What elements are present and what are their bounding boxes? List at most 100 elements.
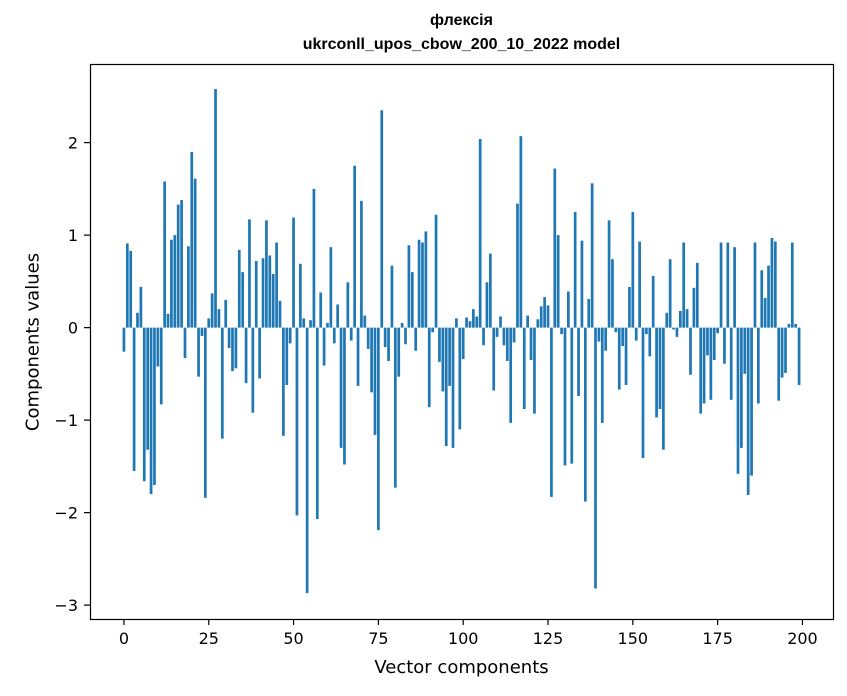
bar-177 bbox=[723, 327, 726, 364]
chart-subtitle: ukrconll_upos_cbow_200_10_2022 model bbox=[302, 36, 621, 53]
bar-44 bbox=[271, 273, 275, 328]
bar-121 bbox=[533, 327, 536, 414]
bar-99 bbox=[458, 327, 462, 430]
bar-45 bbox=[275, 242, 278, 328]
y-tick-label-5: 2 bbox=[68, 134, 78, 153]
bar-75 bbox=[377, 327, 380, 531]
bar-25 bbox=[207, 318, 211, 328]
bar-158 bbox=[658, 327, 662, 410]
bar-15 bbox=[173, 235, 177, 328]
bar-11 bbox=[159, 327, 163, 405]
bar-6 bbox=[142, 327, 146, 482]
bar-4 bbox=[136, 312, 139, 328]
bar-129 bbox=[560, 327, 563, 335]
x-tick-label-75: 75 bbox=[368, 629, 388, 648]
bar-116 bbox=[516, 203, 519, 328]
bar-60 bbox=[326, 323, 329, 328]
bar-155 bbox=[648, 327, 652, 357]
bar-57 bbox=[315, 327, 319, 520]
bar-59 bbox=[322, 327, 326, 366]
bar-8 bbox=[149, 327, 153, 495]
bar-93 bbox=[438, 327, 441, 362]
bar-94 bbox=[441, 327, 445, 392]
bar-168 bbox=[692, 287, 696, 328]
bar-92 bbox=[434, 214, 438, 328]
bar-176 bbox=[719, 242, 723, 328]
bar-143 bbox=[607, 220, 611, 328]
bar-133 bbox=[573, 212, 577, 328]
bar-188 bbox=[760, 270, 764, 328]
bar-175 bbox=[716, 327, 719, 334]
bar-13 bbox=[166, 313, 170, 328]
bar-51 bbox=[295, 327, 299, 516]
x-axis-ticks: 0 25 50 75 100 125 150 175 200 bbox=[119, 619, 818, 648]
bar-19 bbox=[187, 246, 190, 328]
bar-31 bbox=[227, 327, 231, 348]
bar-194 bbox=[780, 327, 784, 378]
bar-79 bbox=[390, 265, 394, 328]
bar-82 bbox=[400, 323, 404, 328]
bar-153 bbox=[641, 327, 645, 459]
bar-78 bbox=[387, 327, 390, 361]
bar-98 bbox=[455, 318, 458, 328]
bar-5 bbox=[139, 286, 143, 328]
bar-80 bbox=[393, 327, 397, 488]
bar-181 bbox=[736, 327, 740, 474]
bar-2 bbox=[129, 250, 133, 328]
bar-109 bbox=[492, 327, 496, 391]
bar-118 bbox=[522, 327, 526, 410]
bar-112 bbox=[502, 327, 506, 346]
bar-171 bbox=[702, 327, 706, 404]
x-tick-label-0: 0 bbox=[119, 629, 129, 648]
bar-160 bbox=[665, 312, 669, 328]
bar-72 bbox=[366, 327, 370, 349]
bar-125 bbox=[546, 305, 550, 328]
bar-192 bbox=[773, 241, 777, 328]
y-tick-label-0: −3 bbox=[54, 596, 78, 615]
bar-193 bbox=[777, 327, 781, 401]
bar-131 bbox=[567, 291, 570, 328]
bar-84 bbox=[407, 245, 411, 328]
bar-110 bbox=[495, 327, 499, 337]
bar-40 bbox=[258, 327, 261, 379]
bar-166 bbox=[685, 309, 689, 328]
y-axis-ticks: −3 −2 −1 0 1 2 bbox=[54, 134, 90, 615]
y-tick-label-1: −2 bbox=[54, 504, 78, 523]
bar-74 bbox=[373, 327, 377, 435]
x-tick-label-150: 150 bbox=[618, 629, 649, 648]
bar-108 bbox=[488, 253, 492, 328]
bar-178 bbox=[726, 242, 730, 328]
y-tick-label-4: 1 bbox=[68, 226, 78, 245]
bar-138 bbox=[590, 183, 594, 328]
bar-198 bbox=[794, 323, 798, 328]
bar-167 bbox=[689, 327, 692, 375]
bar-101 bbox=[465, 317, 468, 328]
x-tick-label-125: 125 bbox=[533, 629, 564, 648]
bar-185 bbox=[750, 327, 753, 476]
bar-130 bbox=[563, 327, 567, 466]
bar-54 bbox=[305, 327, 309, 594]
bar-195 bbox=[784, 327, 787, 373]
bar-197 bbox=[790, 242, 794, 328]
bar-140 bbox=[597, 327, 601, 342]
bar-139 bbox=[594, 327, 597, 589]
bar-145 bbox=[614, 327, 618, 333]
bar-174 bbox=[712, 327, 716, 361]
bar-41 bbox=[261, 258, 265, 328]
bar-34 bbox=[237, 249, 241, 328]
bar-36 bbox=[244, 327, 248, 384]
bar-124 bbox=[543, 297, 546, 328]
bar-1 bbox=[125, 243, 129, 328]
bar-186 bbox=[753, 242, 757, 328]
bar-117 bbox=[519, 136, 523, 328]
chart-title: флексія bbox=[430, 12, 493, 29]
bar-159 bbox=[662, 327, 665, 450]
bar-95 bbox=[444, 327, 448, 447]
bar-102 bbox=[468, 321, 472, 328]
x-tick-label-50: 50 bbox=[283, 629, 303, 648]
bar-42 bbox=[265, 220, 268, 328]
bar-89 bbox=[424, 231, 428, 328]
x-tick-label-200: 200 bbox=[787, 629, 818, 648]
bar-152 bbox=[638, 241, 641, 328]
bar-43 bbox=[268, 255, 272, 328]
